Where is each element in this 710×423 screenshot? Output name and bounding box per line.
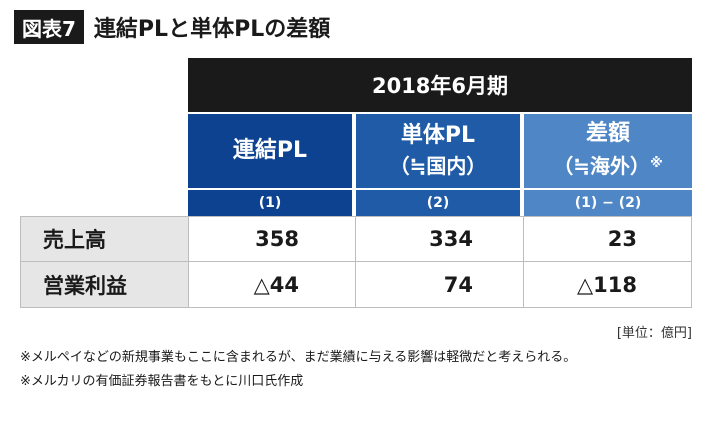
table-cell: 358	[188, 216, 356, 262]
column-header-consolidated: 連結PL	[188, 112, 354, 188]
table-cell: 74	[356, 262, 524, 308]
footnote: ※メルペイなどの新規事業もここに含まれるが、まだ業績に与える影響は軽微だと考えら…	[20, 350, 577, 365]
column-header-main: 単体PL	[400, 123, 476, 148]
period-header: 2018年6月期	[188, 58, 692, 112]
table-cell: 23	[524, 216, 692, 262]
column-header-difference: 差額 （≒海外）※	[524, 112, 692, 188]
column-header-sub: （≒海外）	[553, 154, 651, 178]
table-cell: 334	[356, 216, 524, 262]
unit-label: [単位：億円]	[616, 326, 692, 341]
column-number: (1)	[188, 188, 354, 216]
table-cell: △118	[524, 262, 692, 308]
column-header-sub: （≒国内）	[389, 154, 487, 178]
figure-badge: 図表7	[14, 10, 84, 44]
figure-title: 連結PLと単体PLの差額	[93, 17, 331, 42]
figure-header: 図表7 連結PLと単体PLの差額	[14, 10, 330, 44]
column-header-main: 差額	[585, 121, 630, 146]
footnote-mark: ※	[650, 156, 663, 171]
column-header-standalone: 単体PL （≒国内）	[356, 112, 522, 188]
row-label-sales: 売上高	[20, 216, 188, 262]
row-label-operating-profit: 営業利益	[20, 262, 188, 308]
table-cell: △44	[188, 262, 356, 308]
footnotes: ※メルペイなどの新規事業もここに含まれるが、まだ業績に与える影響は軽微だと考えら…	[20, 346, 576, 394]
column-number: (2)	[356, 188, 522, 216]
column-number: (1) − (2)	[524, 188, 692, 216]
column-header-main: 連結PL	[232, 138, 308, 163]
footnote: ※メルカリの有価証券報告書をもとに川口氏作成	[20, 374, 304, 389]
column-header-sub-wrap: （≒海外）※	[553, 149, 662, 183]
